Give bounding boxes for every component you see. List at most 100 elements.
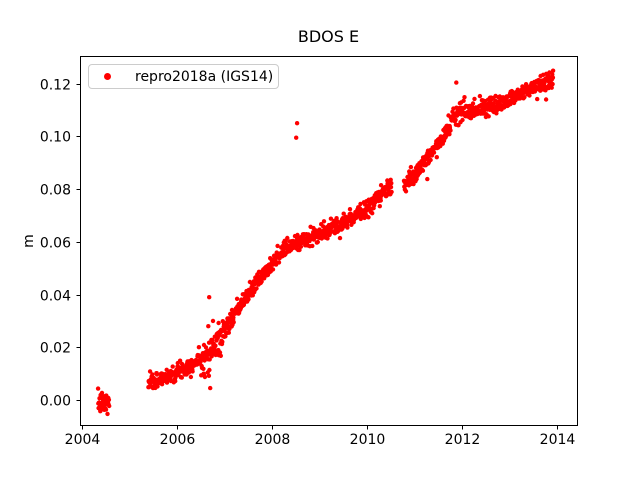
data-point: [447, 132, 452, 137]
data-point: [370, 211, 375, 216]
data-point: [315, 239, 320, 245]
data-point: [218, 353, 223, 358]
data-point: [186, 370, 192, 375]
plot-border: [80, 56, 578, 426]
y-axis-tick-label: 0.10: [40, 130, 71, 146]
data-point: [403, 189, 409, 194]
data-point: [213, 343, 218, 348]
data-point: [179, 375, 184, 380]
data-point: [461, 98, 466, 104]
data-point: [522, 95, 527, 100]
data-point: [550, 81, 555, 87]
data-point: [99, 390, 105, 396]
x-axis-tick-label: 2008: [255, 432, 291, 448]
data-point: [527, 93, 532, 98]
data-point: [103, 407, 109, 412]
data-point: [408, 164, 414, 170]
data-point: [428, 157, 433, 163]
data-point: [203, 345, 209, 350]
y-axis-tick-label: 0.02: [40, 341, 71, 357]
data-point: [420, 168, 426, 173]
data-point: [477, 93, 483, 99]
x-axis-tick-label: 2012: [445, 432, 481, 448]
data-point: [177, 358, 183, 363]
data-point: [310, 243, 315, 249]
data-point: [494, 111, 499, 116]
data-point: [206, 373, 212, 378]
legend-marker-dot: [104, 73, 111, 80]
data-point: [337, 235, 343, 241]
data-point: [389, 189, 394, 195]
data-point: [254, 286, 259, 291]
data-point: [431, 150, 437, 155]
data-point: [150, 372, 155, 377]
y-axis-tick-label: 0.00: [40, 394, 71, 410]
data-point: [246, 297, 251, 302]
data-point: [298, 244, 304, 249]
data-point: [549, 85, 554, 90]
data-point: [98, 409, 103, 414]
scatter-series-repro2018a: [95, 68, 556, 417]
data-point: [154, 372, 160, 377]
data-point: [275, 243, 280, 249]
data-point: [173, 378, 178, 384]
data-point: [226, 330, 231, 335]
y-axis-tick-label: 0.12: [40, 78, 71, 94]
data-point: [535, 96, 540, 102]
y-axis-label: m: [21, 234, 37, 248]
data-point: [270, 267, 276, 272]
data-point: [202, 374, 208, 380]
data-point: [334, 216, 339, 221]
data-point: [486, 114, 491, 119]
data-point: [453, 117, 458, 123]
data-point: [285, 235, 290, 241]
data-point: [231, 320, 236, 325]
data-point: [217, 350, 223, 355]
data-point: [550, 75, 556, 80]
data-point: [347, 207, 353, 212]
data-point: [378, 198, 383, 203]
data-point: [95, 386, 101, 391]
y-axis-tick-label: 0.06: [40, 236, 71, 252]
data-point: [378, 183, 384, 188]
data-point: [321, 219, 327, 224]
data-point: [377, 204, 382, 209]
x-axis-tick-label: 2010: [350, 432, 386, 448]
data-point: [389, 181, 394, 186]
data-point: [358, 201, 363, 207]
data-point: [105, 411, 110, 417]
legend: repro2018a (IGS14): [88, 64, 279, 89]
data-point: [276, 260, 282, 265]
data-point: [388, 184, 394, 190]
data-point: [259, 279, 264, 284]
data-point: [434, 155, 439, 160]
y-axis-tick-label: 0.04: [40, 289, 71, 305]
data-point: [210, 318, 216, 324]
data-point: [294, 135, 299, 140]
data-point: [231, 315, 236, 320]
data-point: [106, 397, 112, 402]
data-point: [220, 339, 225, 344]
x-axis-tick-label: 2004: [65, 432, 101, 448]
data-point: [543, 97, 549, 102]
data-point: [448, 128, 453, 133]
data-point: [207, 367, 212, 373]
data-point: [188, 374, 194, 380]
data-point: [190, 369, 195, 374]
data-point: [297, 247, 302, 253]
data-point: [425, 176, 430, 182]
data-point: [206, 324, 211, 329]
data-point: [493, 98, 498, 103]
data-point: [147, 369, 153, 374]
data-point: [345, 225, 350, 230]
data-point: [550, 68, 556, 73]
data-point: [325, 236, 330, 241]
data-point: [460, 117, 465, 123]
data-point: [462, 95, 467, 100]
data-point: [107, 403, 112, 409]
data-point: [196, 345, 202, 350]
data-point: [328, 216, 334, 221]
data-point: [216, 320, 221, 326]
